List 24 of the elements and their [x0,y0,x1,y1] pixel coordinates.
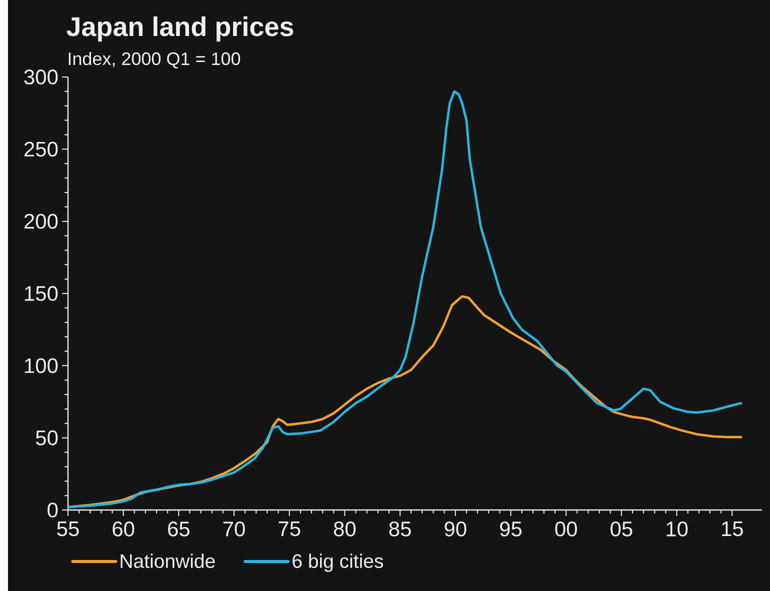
x-tick-label: 95 [500,522,522,536]
y-tick-label: 300 [24,70,58,84]
legend-label: Nationwide [120,554,215,568]
x-tick-label: 15 [722,522,743,536]
y-tick-label: 200 [24,214,58,229]
x-tick-label: 55 [57,522,79,536]
x-tick-label: 00 [555,522,577,536]
x-tick-label: 05 [610,522,632,536]
y-tick-label: 100 [25,358,58,374]
legend-label: 6 big cities [292,554,384,572]
y-tick-label: 150 [25,286,58,301]
chart-title: Japan land prices [66,16,294,42]
x-tick-label: 90 [444,522,466,536]
x-tick-label: 60 [112,522,134,536]
x-tick-label: 85 [389,522,411,536]
x-tick-label: 65 [168,522,190,536]
x-tick-label: 80 [334,522,356,536]
chart-subtitle: Index, 2000 Q1 = 100 [68,52,240,68]
x-tick-label: 70 [223,522,245,536]
y-tick-label: 50 [36,430,58,446]
y-tick-label: 0 [48,502,58,518]
x-tick-label: 75 [278,522,300,536]
x-tick-label: 10 [666,522,688,536]
y-tick-label: 250 [24,142,58,157]
